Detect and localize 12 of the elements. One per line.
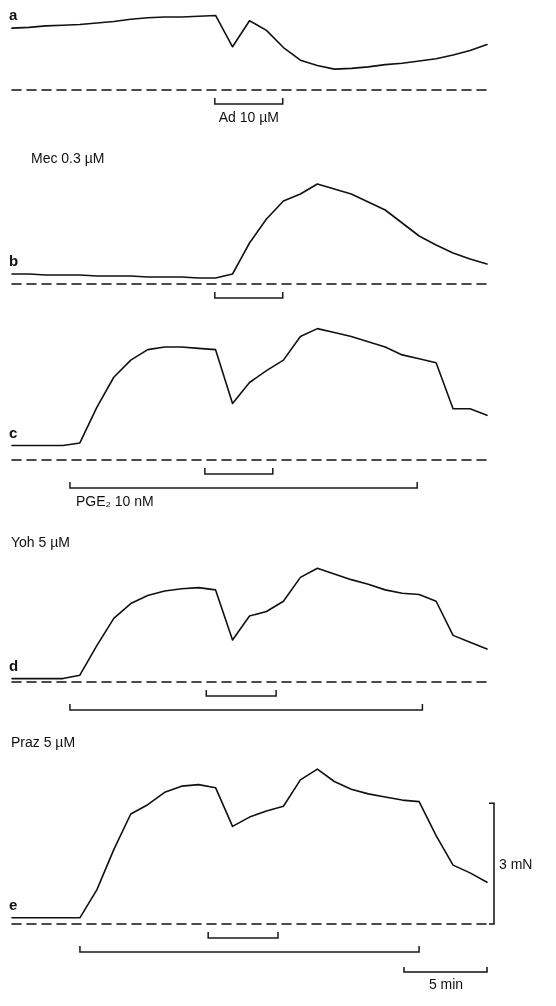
chart-title: a	[9, 6, 18, 24]
text: b	[9, 252, 19, 269]
text: e	[9, 895, 18, 913]
chart-subtitle: Praz 5 µM	[11, 734, 76, 750]
text: 3 mN	[499, 855, 533, 872]
text: Ad 10 µM	[218, 109, 279, 125]
text: 5 min	[428, 976, 464, 992]
text: d	[9, 656, 19, 674]
text: c	[9, 423, 18, 441]
chart-subtitle: Yoh 5 µM	[11, 534, 70, 550]
text: PGE₂ 10 nM	[75, 493, 154, 509]
chart-subtitle: Mec 0.3 µM	[31, 150, 105, 166]
